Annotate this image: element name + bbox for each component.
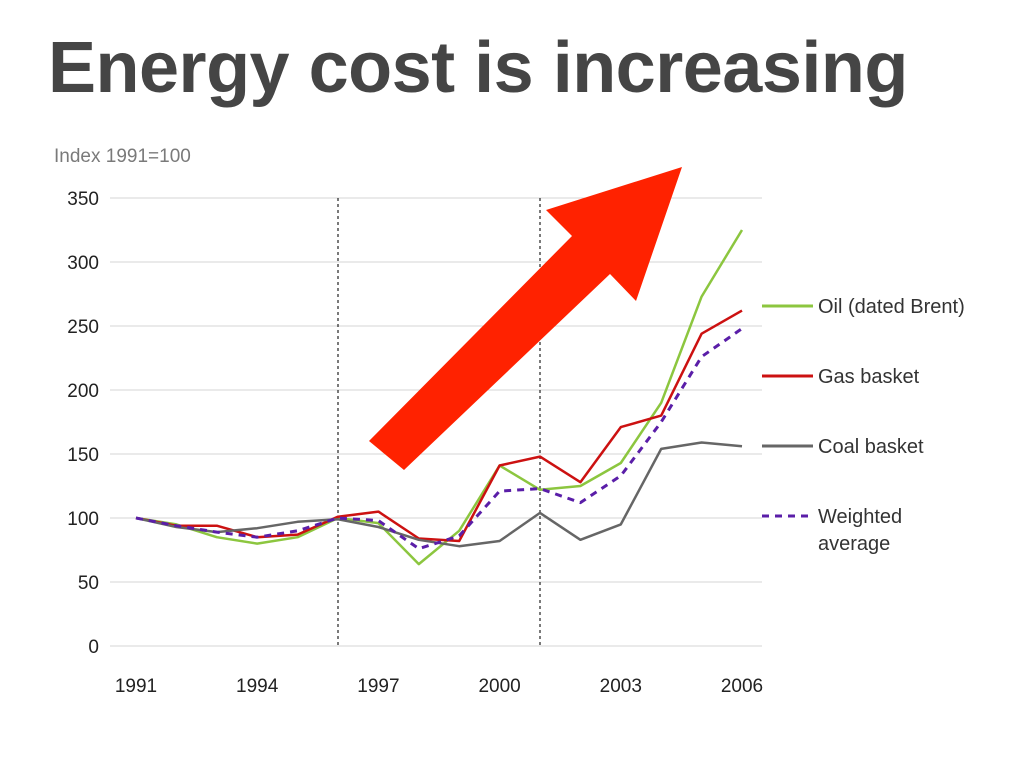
y-tick-label: 300 [67, 253, 99, 274]
x-tick-label: 1994 [236, 676, 279, 697]
y-tick-label: 350 [67, 189, 99, 210]
legend-label: Gas basket [818, 366, 920, 388]
trend-arrow-icon [369, 167, 682, 470]
y-tick-label: 100 [67, 509, 99, 530]
x-tick-label: 2000 [478, 676, 520, 697]
x-tick-label: 2003 [600, 676, 642, 697]
series-line [135, 441, 743, 548]
legend-label: Coal basket [818, 436, 924, 458]
y-tick-label: 250 [67, 317, 99, 338]
x-tick-label: 1991 [115, 676, 157, 697]
series-lines [135, 229, 744, 566]
y-tick-label: 150 [67, 445, 99, 466]
x-tick-label: 2006 [721, 676, 763, 697]
series-line [135, 327, 743, 551]
axes: 0 50 100 150 200 250 300 350 1991 1994 1997 2000 200… [67, 189, 763, 697]
legend-label: Weighted [818, 506, 902, 528]
index-label: Index 1991=100 [54, 146, 191, 167]
slide-title: Energy cost is increasing [48, 28, 908, 108]
gridlines [110, 197, 762, 647]
y-tick-label: 200 [67, 381, 99, 402]
x-tick-label: 1997 [357, 676, 399, 697]
series-line [135, 309, 743, 543]
legend-label: average [818, 533, 890, 555]
y-tick-label: 50 [78, 573, 99, 594]
y-tick-label: 0 [88, 637, 99, 658]
legend-label: Oil (dated Brent) [818, 296, 965, 318]
series-line [135, 229, 744, 566]
legend: Oil (dated Brent) Gas basket Coal basket We… [762, 296, 965, 555]
